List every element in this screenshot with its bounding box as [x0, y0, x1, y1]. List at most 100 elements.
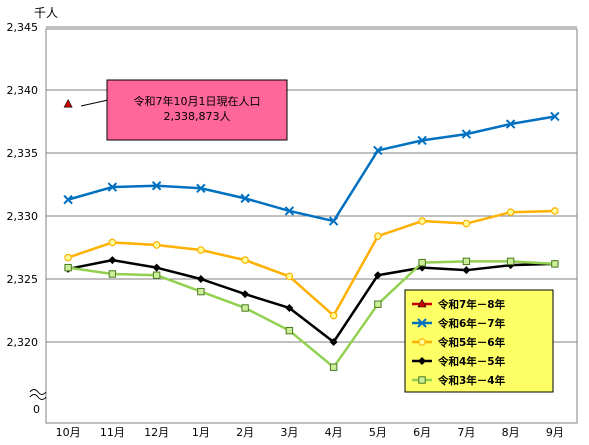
- data-point: [196, 183, 206, 193]
- x-tick-label: 10月: [56, 426, 81, 439]
- data-point: [285, 303, 294, 312]
- y-tick-label: 2,325: [7, 273, 39, 286]
- legend-item: 令和4年－5年: [412, 355, 506, 368]
- x-tick-label: 6月: [413, 426, 431, 439]
- legend-label: 令和3年－4年: [437, 374, 506, 387]
- x-tick-label: 4月: [325, 426, 343, 439]
- axis-break-icon: [29, 389, 47, 400]
- y-tick-label: 2,320: [7, 336, 39, 349]
- data-point: [417, 298, 427, 308]
- data-point: [152, 263, 161, 272]
- data-point: [418, 357, 426, 365]
- x-tick-label: 3月: [280, 426, 298, 439]
- data-point: [152, 271, 161, 279]
- data-point: [329, 311, 338, 320]
- data-point: [107, 182, 118, 192]
- data-point: [64, 263, 72, 272]
- y-tick-label: 2,335: [7, 147, 39, 160]
- y-tick-label: 2,340: [7, 84, 39, 97]
- data-point: [418, 338, 426, 346]
- data-point: [417, 135, 427, 146]
- series-line: [67, 258, 555, 344]
- data-point: [152, 241, 161, 249]
- callout-line-1: 令和7年10月1日現在人口: [134, 94, 261, 108]
- y-tick-label: 2,330: [7, 210, 39, 223]
- series: [64, 257, 559, 371]
- data-point: [462, 219, 471, 228]
- axis-break-zero-label: 0: [33, 403, 40, 416]
- data-point: [197, 287, 205, 296]
- data-point: [63, 194, 73, 205]
- series-line: [67, 209, 555, 317]
- legend-item: 令和7年－8年: [412, 298, 506, 311]
- data-point: [197, 246, 205, 254]
- data-point: [285, 272, 294, 281]
- legend-label: 令和6年－7年: [437, 317, 506, 330]
- plot-area-frame: [45, 28, 578, 424]
- data-point: [63, 99, 73, 108]
- data-point: [550, 111, 560, 122]
- data-point: [108, 256, 117, 265]
- data-point: [241, 256, 249, 264]
- data-point: [461, 129, 472, 139]
- data-point: [108, 270, 117, 278]
- legend-label: 令和5年－6年: [437, 336, 506, 349]
- data-point: [374, 300, 382, 308]
- data-point: [329, 338, 338, 346]
- legend-item: 令和5年－6年: [412, 336, 506, 349]
- data-point: [196, 275, 205, 283]
- x-tick-labels: 10月 11月 12月 1月 2月 3月 4月 5月 6月 7月 8月 9月: [56, 426, 564, 439]
- series-lines: [63, 99, 560, 371]
- series: [63, 111, 560, 226]
- series: [64, 207, 559, 320]
- x-tick-label: 9月: [546, 426, 564, 439]
- data-point: [108, 238, 117, 247]
- series-line: [67, 115, 556, 223]
- data-point: [462, 266, 471, 275]
- data-point: [240, 193, 250, 204]
- legend-item: 令和3年－4年: [412, 374, 506, 387]
- data-point: [505, 119, 516, 129]
- data-point: [551, 260, 559, 268]
- data-point: [418, 258, 426, 267]
- callout-line-2: 2,338,873人: [164, 110, 231, 123]
- x-tick-label: 2月: [236, 426, 254, 439]
- data-point: [284, 206, 295, 216]
- current-population-callout: 令和7年10月1日現在人口 2,338,873人: [80, 79, 288, 141]
- series: [63, 99, 73, 108]
- data-point: [241, 290, 250, 299]
- data-point: [418, 217, 426, 225]
- data-point: [151, 181, 162, 191]
- data-point: [462, 257, 471, 266]
- data-point: [506, 257, 515, 266]
- unit-label: 千人: [34, 6, 58, 20]
- x-tick-label: 12月: [144, 426, 169, 439]
- data-point: [241, 304, 249, 312]
- series-line: [67, 260, 555, 369]
- data-point: [418, 376, 426, 384]
- y-tick-label: 2,345: [7, 21, 39, 34]
- data-point: [285, 326, 294, 335]
- x-tick-label: 1月: [192, 426, 210, 439]
- y-tick-labels: 2,345 2,340 2,335 2,330 2,325 2,320: [7, 21, 39, 349]
- legend-item: 令和6年－7年: [412, 317, 506, 330]
- callout-pointer-line: [80, 99, 109, 107]
- data-point: [374, 232, 382, 240]
- data-point: [373, 271, 382, 280]
- data-point: [329, 363, 338, 371]
- data-point: [328, 216, 339, 226]
- x-tick-label: 8月: [502, 426, 520, 439]
- data-point: [64, 253, 72, 262]
- x-tick-label: 11月: [100, 426, 125, 439]
- data-point: [506, 208, 515, 217]
- data-point: [417, 318, 427, 328]
- legend-label: 令和7年－8年: [437, 298, 506, 311]
- legend-label: 令和4年－5年: [437, 355, 506, 368]
- data-point: [373, 145, 383, 156]
- x-tick-label: 5月: [369, 426, 387, 439]
- data-point: [551, 207, 559, 215]
